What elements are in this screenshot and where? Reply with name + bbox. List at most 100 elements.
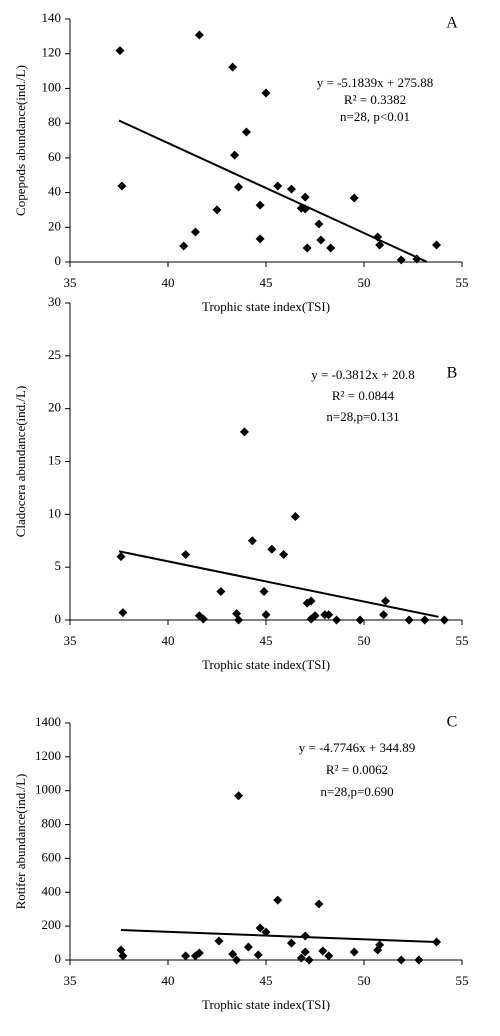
y-tick-label: 10 [48, 505, 61, 520]
data-point [190, 227, 200, 237]
data-point [259, 586, 269, 596]
y-tick-label: 40 [48, 184, 61, 199]
x-tick-label: 55 [456, 275, 469, 290]
x-tick-label: 45 [260, 275, 273, 290]
data-point [118, 608, 128, 618]
x-tick-label: 35 [64, 633, 77, 648]
data-point [381, 596, 391, 606]
x-tick-label: 40 [162, 973, 175, 988]
y-tick-label: 0 [55, 951, 62, 966]
data-point [194, 948, 204, 958]
data-point [228, 62, 238, 72]
annotation: n=28,p=0.131 [326, 409, 399, 424]
x-tick-label: 40 [162, 275, 175, 290]
data-point [439, 615, 449, 625]
y-tick-label: 60 [48, 149, 61, 164]
data-point [179, 241, 189, 251]
data-point [304, 955, 314, 965]
y-tick-label: 140 [42, 10, 62, 25]
x-axis-title: Trophic state index(TSI) [202, 657, 330, 672]
x-tick-label: 50 [358, 275, 371, 290]
y-tick-label: 400 [42, 883, 62, 898]
data-point [253, 950, 263, 960]
data-point [181, 549, 191, 559]
data-point [212, 205, 222, 215]
y-tick-label: 0 [55, 253, 62, 268]
x-tick-label: 35 [64, 973, 77, 988]
y-tick-label: 15 [48, 452, 61, 467]
data-point [324, 951, 334, 961]
data-point [306, 596, 316, 606]
data-point [300, 204, 310, 214]
data-point [230, 150, 240, 160]
panel-label: C [447, 714, 458, 731]
data-point [379, 610, 389, 620]
data-point [432, 937, 442, 947]
y-tick-label: 5 [55, 558, 62, 573]
data-point [198, 614, 208, 624]
y-tick-label: 600 [42, 849, 62, 864]
data-point [300, 192, 310, 202]
data-point [255, 200, 265, 210]
data-point [261, 610, 271, 620]
data-point [243, 942, 253, 952]
y-axis-title: Rotifer abundance(ind./L) [13, 774, 28, 910]
data-point [296, 953, 306, 963]
y-axis-title: Copepods abundance(ind./L) [13, 65, 28, 216]
data-point [375, 240, 385, 250]
data-point [355, 615, 365, 625]
trend-line [120, 929, 437, 944]
data-point [349, 947, 359, 957]
x-tick-label: 35 [64, 275, 77, 290]
x-axis-title: Trophic state index(TSI) [202, 997, 330, 1012]
data-point [267, 544, 277, 554]
data-point [349, 193, 359, 203]
panel: 0 5 10 15 20 25 30 35 40 45 50 55 Trophic state inde… [13, 294, 469, 672]
data-point [279, 549, 289, 559]
data-point [234, 615, 244, 625]
data-point [316, 235, 326, 245]
data-point [300, 931, 310, 941]
y-tick-label: 800 [42, 816, 62, 831]
data-point [273, 181, 283, 191]
panel: 0 200 400 600 800 1000 1200 1400 35 40 45 50 55 Troph… [13, 714, 469, 1012]
y-tick-label: 1400 [35, 714, 61, 729]
y-tick-label: 1000 [35, 782, 61, 797]
data-point [239, 427, 249, 437]
data-point [255, 234, 265, 244]
y-tick-label: 120 [42, 45, 62, 60]
trend-line [118, 550, 439, 618]
data-point [302, 243, 312, 253]
y-tick-label: 100 [42, 79, 62, 94]
y-tick-label: 25 [48, 347, 61, 362]
panel-label: A [446, 15, 458, 32]
data-point [286, 184, 296, 194]
y-tick-label: 20 [48, 400, 61, 415]
data-point [241, 127, 251, 137]
x-axis-title: Trophic state index(TSI) [202, 299, 330, 314]
data-point [324, 610, 334, 620]
data-point [261, 88, 271, 98]
y-tick-label: 0 [55, 611, 62, 626]
annotation: R² = 0.3382 [344, 92, 406, 107]
x-tick-label: 50 [358, 973, 371, 988]
data-point [286, 938, 296, 948]
data-point [261, 927, 271, 937]
data-point [414, 955, 424, 965]
trend-line [118, 119, 428, 263]
y-tick-label: 1200 [35, 748, 61, 763]
data-point [255, 923, 265, 933]
data-point [318, 946, 328, 956]
data-point [290, 511, 300, 521]
data-point [232, 955, 242, 965]
x-tick-label: 45 [260, 633, 273, 648]
data-point [194, 30, 204, 40]
x-tick-label: 45 [260, 973, 273, 988]
panel: 0 20 40 60 80 100 120 140 35 40 45 50 55 Trophic stat… [13, 10, 469, 314]
data-point [234, 182, 244, 192]
y-tick-label: 20 [48, 218, 61, 233]
y-tick-label: 200 [42, 917, 62, 932]
data-point [432, 240, 442, 250]
